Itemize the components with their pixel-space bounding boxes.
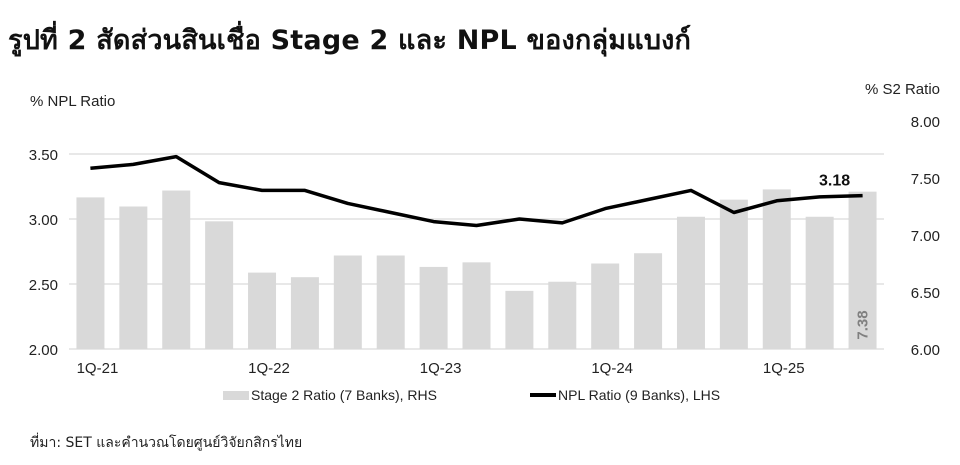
bar xyxy=(848,191,877,349)
legend-label-stage2: Stage 2 Ratio (7 Banks), RHS xyxy=(251,387,437,403)
bar-swatch-icon xyxy=(223,390,249,400)
left-y-tick: 3.50 xyxy=(29,147,58,164)
source-note: ที่มา: SET และคำนวณโดยศูนย์วิจัยกสิกรไทย xyxy=(30,435,303,451)
npl-last-label: 3.18 xyxy=(819,173,850,190)
x-tick: 1Q-23 xyxy=(420,360,462,377)
bar xyxy=(805,216,834,349)
x-tick: 1Q-22 xyxy=(248,360,290,377)
legend-item-npl: NPL Ratio (9 Banks), LHS xyxy=(530,387,720,403)
x-axis: 1Q-21 1Q-22 1Q-23 1Q-24 1Q-25 xyxy=(77,360,805,377)
right-y-axis: 6.00 6.50 7.00 7.50 8.00 xyxy=(911,114,940,359)
bar xyxy=(333,255,362,349)
bar xyxy=(76,197,105,349)
right-axis-title: % S2 Ratio xyxy=(864,81,940,98)
bar xyxy=(376,255,405,349)
npl-polyline xyxy=(90,154,863,228)
bar xyxy=(719,199,748,349)
bar xyxy=(548,281,577,349)
bar xyxy=(419,266,448,349)
left-y-tick: 3.00 xyxy=(29,212,58,229)
right-y-tick: 6.00 xyxy=(911,342,940,359)
bar xyxy=(162,190,191,349)
left-y-tick: 2.50 xyxy=(29,277,58,294)
x-tick: 1Q-24 xyxy=(591,360,633,377)
bar xyxy=(248,272,277,349)
bar xyxy=(290,277,319,349)
legend-label-npl: NPL Ratio (9 Banks), LHS xyxy=(558,387,721,403)
right-y-tick: 6.50 xyxy=(911,285,940,302)
legend-item-stage2: Stage 2 Ratio (7 Banks), RHS xyxy=(223,387,437,403)
npl-line xyxy=(90,154,863,228)
bar xyxy=(205,221,234,349)
bar xyxy=(634,253,663,349)
stage2-bars xyxy=(76,189,877,349)
left-y-tick: 2.00 xyxy=(29,342,58,359)
bar xyxy=(462,262,491,349)
s2-last-label: 7.38 xyxy=(855,310,872,339)
left-axis-title: % NPL Ratio xyxy=(30,93,116,110)
x-tick: 1Q-21 xyxy=(77,360,119,377)
bar xyxy=(762,189,791,349)
right-y-tick: 7.50 xyxy=(911,171,940,188)
bar xyxy=(676,216,705,349)
bar xyxy=(505,290,534,349)
left-y-axis: 2.00 2.50 3.00 3.50 xyxy=(29,147,58,359)
bar xyxy=(591,263,620,349)
right-y-tick: 8.00 xyxy=(911,114,940,131)
data-labels: 3.18 7.38 xyxy=(819,173,872,340)
bar xyxy=(119,206,148,349)
line-swatch-icon xyxy=(530,393,556,397)
right-y-tick: 7.00 xyxy=(911,228,940,245)
chart-title: รูปที่ 2 สัดส่วนสินเชื่อ Stage 2 และ NPL… xyxy=(8,25,692,56)
x-tick: 1Q-25 xyxy=(763,360,805,377)
